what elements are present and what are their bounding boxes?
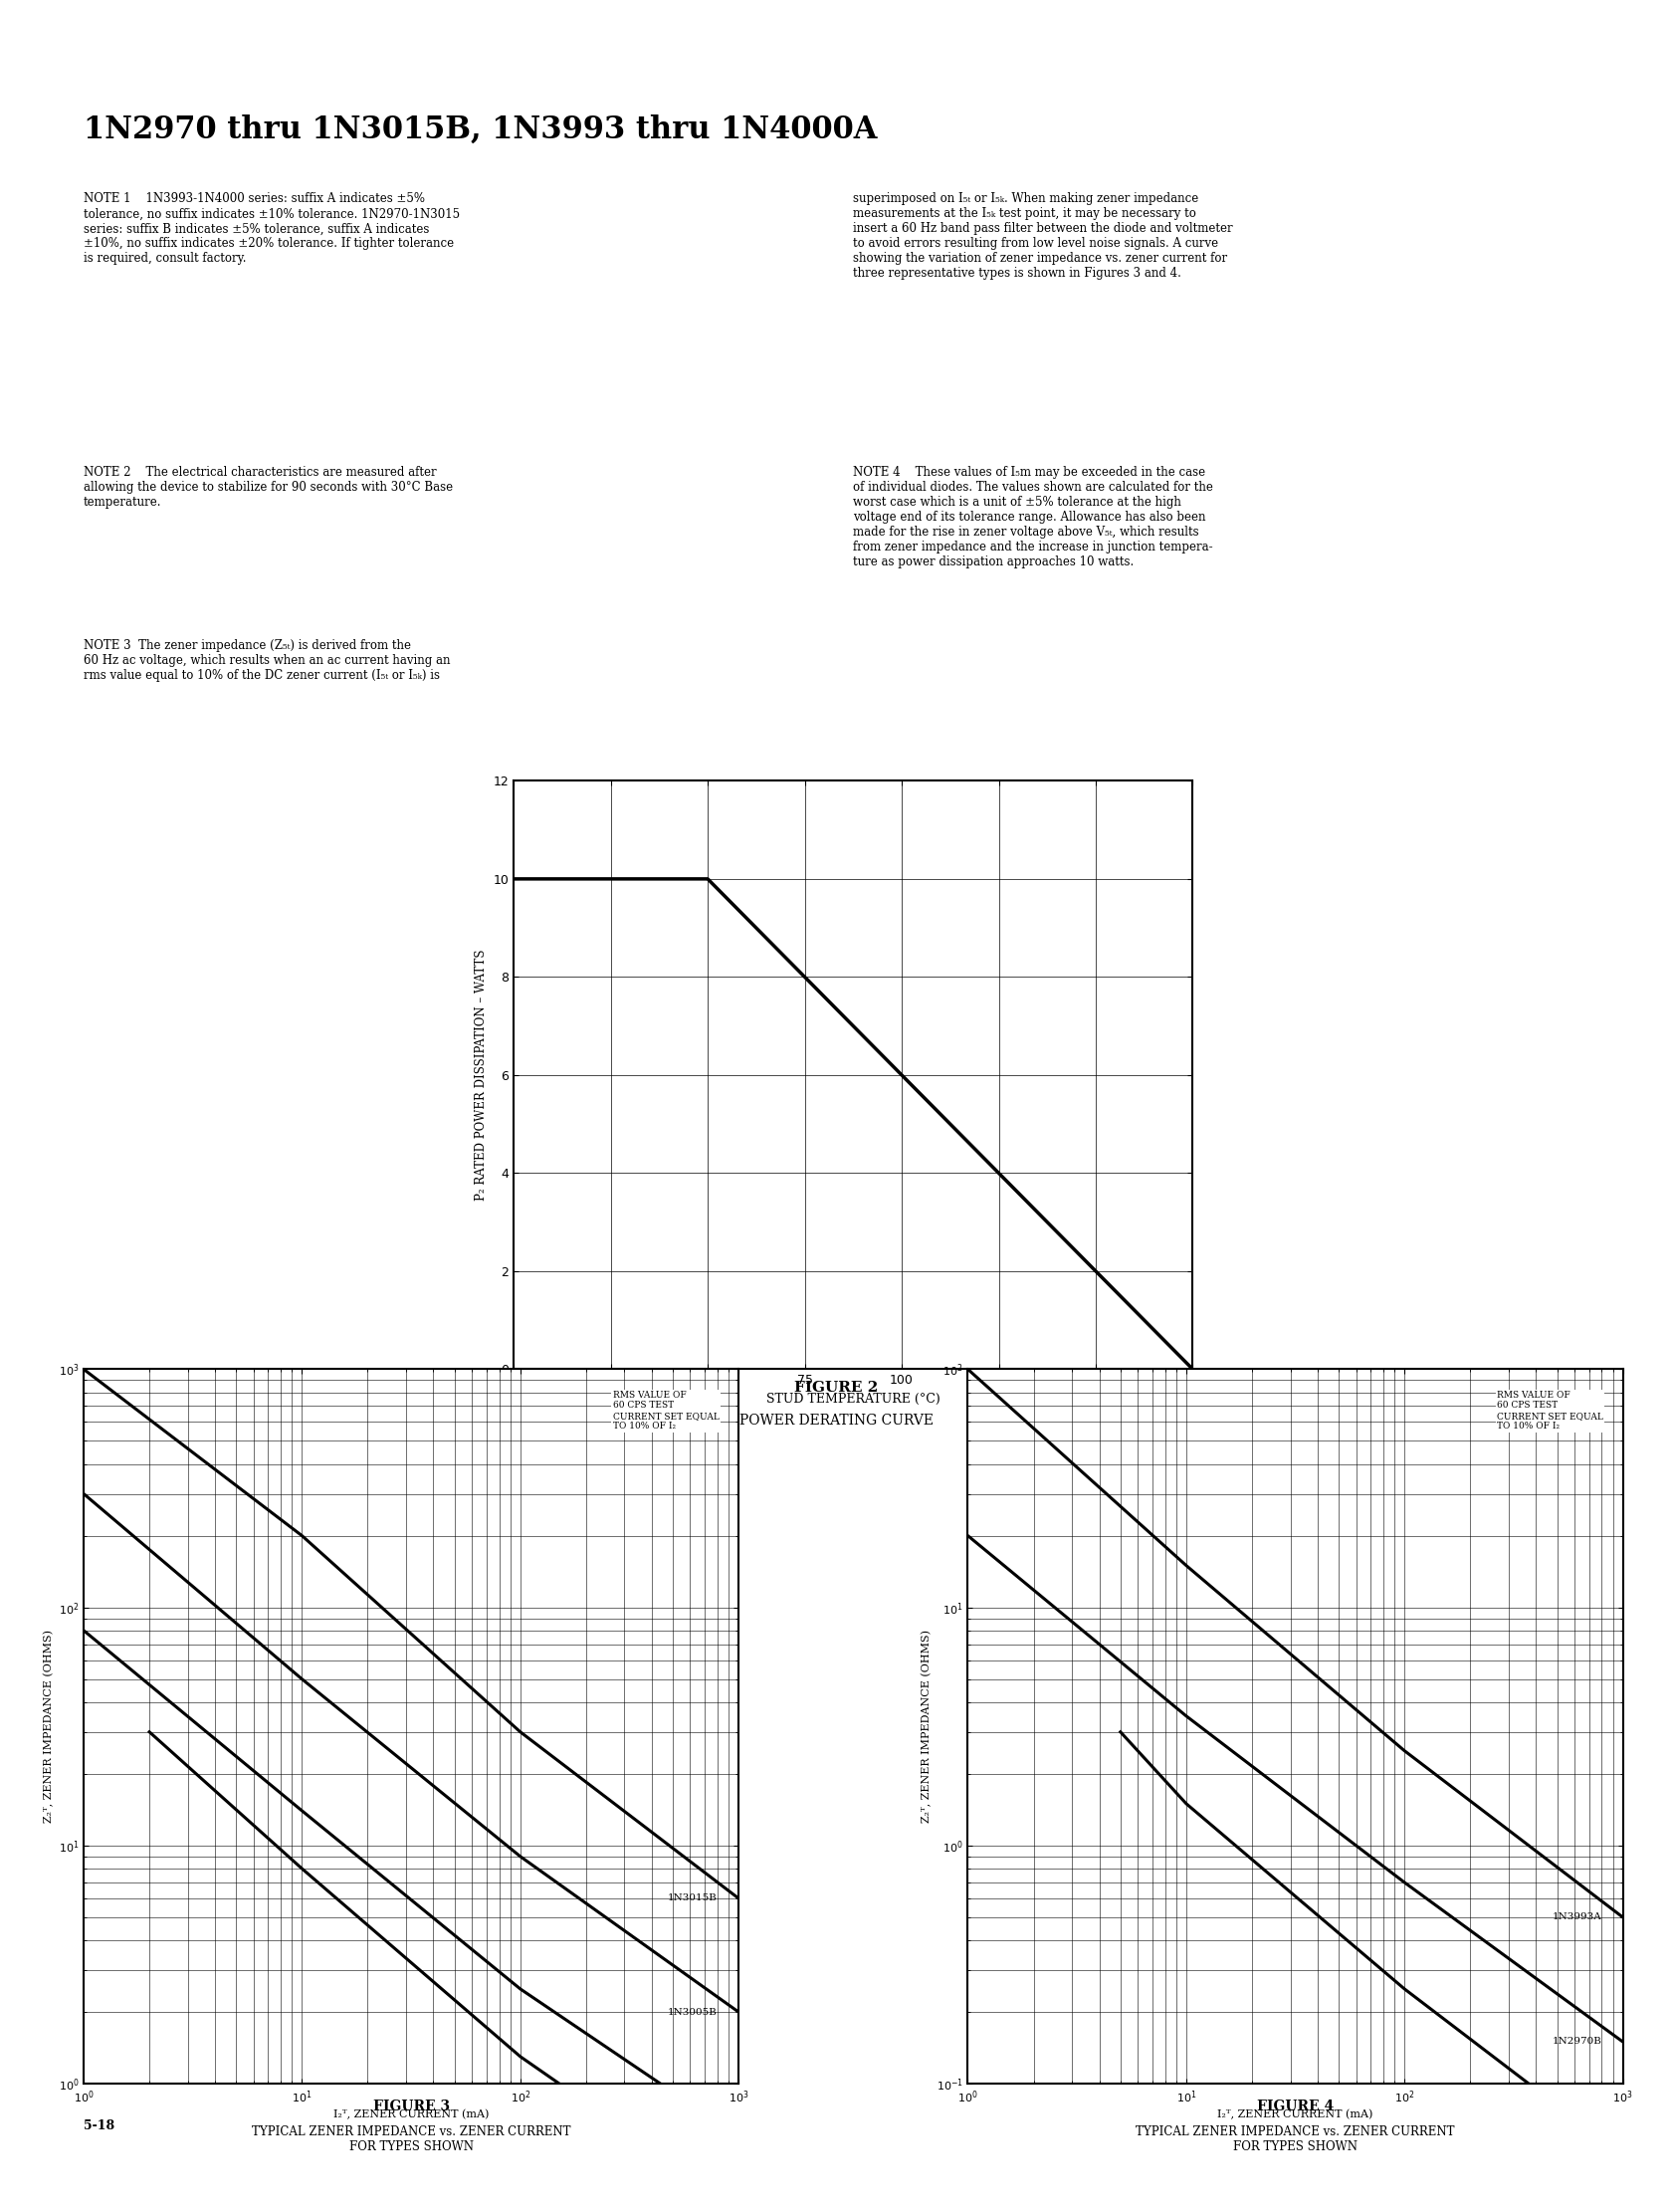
Text: FIGURE 2: FIGURE 2 [794, 1380, 878, 1394]
Text: NOTE 2    The electrical characteristics are measured after
allowing the device : NOTE 2 The electrical characteristics ar… [84, 467, 453, 509]
Text: FIGURE 4: FIGURE 4 [1256, 2099, 1333, 2112]
X-axis label: I₂ᵀ, ZENER CURRENT (mA): I₂ᵀ, ZENER CURRENT (mA) [333, 2110, 488, 2119]
Y-axis label: Z₂ᵀ, ZENER IMPEDANCE (OHMS): Z₂ᵀ, ZENER IMPEDANCE (OHMS) [921, 1630, 931, 1823]
Text: TYPICAL ZENER IMPEDANCE vs. ZENER CURRENT
FOR TYPES SHOWN: TYPICAL ZENER IMPEDANCE vs. ZENER CURREN… [1135, 2126, 1455, 2152]
Y-axis label: P₂ RATED POWER DISSIPATION – WATTS: P₂ RATED POWER DISSIPATION – WATTS [475, 949, 487, 1201]
Text: FIGURE 3: FIGURE 3 [373, 2099, 450, 2112]
Text: 1N2970 thru 1N3015B, 1N3993 thru 1N4000A: 1N2970 thru 1N3015B, 1N3993 thru 1N4000A [84, 115, 876, 144]
X-axis label: I₂ᵀ, ZENER CURRENT (mA): I₂ᵀ, ZENER CURRENT (mA) [1217, 2110, 1373, 2119]
Text: superimposed on I₅ₜ or I₅ₖ. When making zener impedance
measurements at the I₅ₖ : superimposed on I₅ₜ or I₅ₖ. When making … [853, 192, 1232, 281]
X-axis label: STUD TEMPERATURE (°C): STUD TEMPERATURE (°C) [766, 1394, 940, 1405]
Text: 5-18: 5-18 [84, 2119, 115, 2132]
Text: TYPICAL ZENER IMPEDANCE vs. ZENER CURRENT
FOR TYPES SHOWN: TYPICAL ZENER IMPEDANCE vs. ZENER CURREN… [251, 2126, 570, 2152]
Text: NOTE 1    1N3993-1N4000 series: suffix A indicates ±5%
tolerance, no suffix indi: NOTE 1 1N3993-1N4000 series: suffix A in… [84, 192, 460, 265]
Text: NOTE 4    These values of I₅m may be exceeded in the case
of individual diodes. : NOTE 4 These values of I₅m may be exceed… [853, 467, 1212, 568]
Text: POWER DERATING CURVE: POWER DERATING CURVE [739, 1413, 933, 1427]
Text: RMS VALUE OF
60 CPS TEST
CURRENT SET EQUAL
TO 10% OF I₂: RMS VALUE OF 60 CPS TEST CURRENT SET EQU… [1496, 1391, 1602, 1431]
Text: NOTE 3  The zener impedance (Z₅ₜ) is derived from the
60 Hz ac voltage, which re: NOTE 3 The zener impedance (Z₅ₜ) is deri… [84, 639, 450, 681]
Text: 1N3015B: 1N3015B [667, 1893, 717, 1902]
Text: RMS VALUE OF
60 CPS TEST
CURRENT SET EQUAL
TO 10% OF I₂: RMS VALUE OF 60 CPS TEST CURRENT SET EQU… [612, 1391, 719, 1431]
Text: 1N2970B: 1N2970B [1552, 2037, 1600, 2046]
Text: 1N3993A: 1N3993A [1552, 1913, 1600, 1922]
Text: 1N3005B: 1N3005B [667, 2008, 717, 2017]
Y-axis label: Z₂ᵀ, ZENER IMPEDANCE (OHMS): Z₂ᵀ, ZENER IMPEDANCE (OHMS) [43, 1630, 54, 1823]
